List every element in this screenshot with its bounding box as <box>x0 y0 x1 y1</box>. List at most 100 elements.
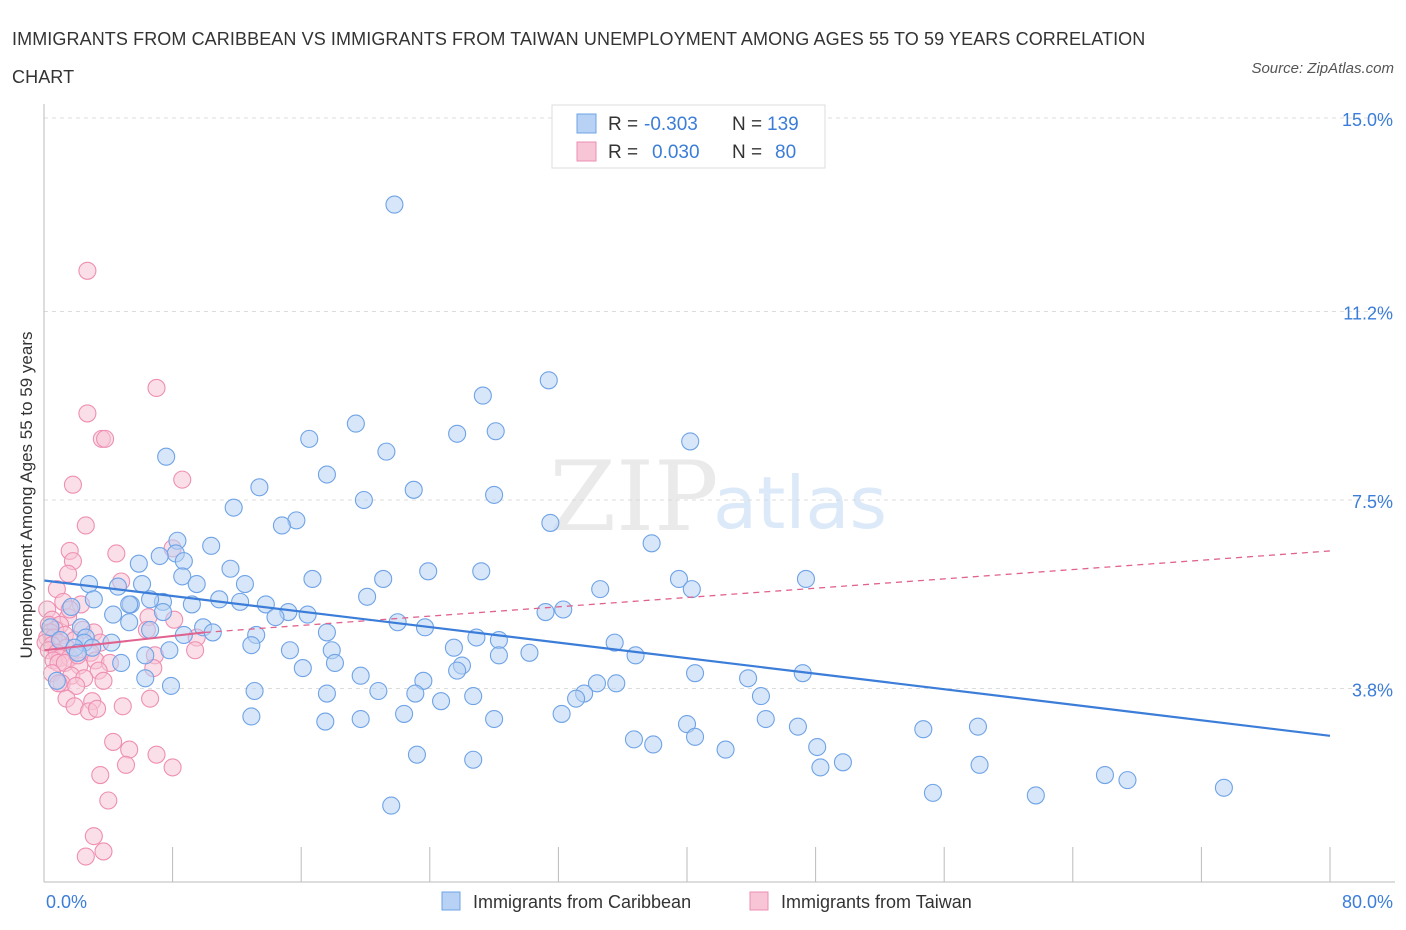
taiwan-point <box>76 516 95 535</box>
caribbean-point <box>788 717 807 736</box>
taiwan-point <box>147 745 166 764</box>
caribbean-point <box>923 783 942 802</box>
caribbean-point <box>358 587 377 606</box>
x-tick-label: 80.0% <box>1342 892 1393 912</box>
watermark-atlas: atlas <box>713 461 887 545</box>
caribbean-point <box>224 498 243 517</box>
taiwan-point <box>59 564 78 583</box>
caribbean-point <box>300 429 319 448</box>
caribbean-point <box>174 552 193 571</box>
caribbean-point <box>716 740 735 759</box>
caribbean-point <box>552 704 571 723</box>
caribbean-point <box>369 681 388 701</box>
caribbean-point <box>108 577 127 596</box>
caribbean-point <box>120 613 139 632</box>
taiwan-point <box>173 470 192 489</box>
caribbean-point <box>404 480 423 499</box>
legend-swatch-taiwan <box>576 141 597 162</box>
caribbean-point <box>432 692 451 711</box>
legend-n-label: N = <box>732 142 762 163</box>
caribbean-point <box>464 750 483 769</box>
caribbean-point <box>406 684 425 703</box>
taiwan-point <box>84 827 103 846</box>
taiwan-point <box>120 740 139 759</box>
caribbean-point <box>250 478 269 497</box>
caribbean-point <box>833 753 852 772</box>
caribbean-point <box>354 490 373 510</box>
caribbean-point <box>520 643 539 662</box>
caribbean-point <box>811 758 830 777</box>
caribbean-point <box>245 681 264 701</box>
caribbean-point <box>448 424 467 443</box>
caribbean-point <box>414 671 433 690</box>
caribbean-point <box>141 620 160 639</box>
x-tick-label: 0.0% <box>46 892 87 912</box>
legend-swatch-caribbean <box>441 891 461 911</box>
caribbean-point <box>970 755 989 774</box>
taiwan-point <box>99 791 118 810</box>
legend-r-value: -0.303 <box>644 114 698 135</box>
caribbean-point <box>796 569 816 588</box>
caribbean-point <box>351 709 370 729</box>
caribbean-point <box>1214 778 1233 797</box>
taiwan-point <box>163 758 182 777</box>
caribbean-point <box>591 580 610 599</box>
chart-source: Source: ZipAtlas.com <box>1251 60 1394 77</box>
caribbean-point <box>298 605 317 624</box>
y-tick-label: 11.2% <box>1343 304 1393 324</box>
series-legend: Immigrants from Caribbean Immigrants fro… <box>441 891 972 912</box>
taiwan-point <box>96 429 115 448</box>
trend-lines <box>43 550 1331 737</box>
taiwan-trend-extension <box>204 550 1331 634</box>
caribbean-point <box>1118 771 1137 790</box>
caribbean-point <box>448 661 467 680</box>
caribbean-point <box>681 432 700 451</box>
taiwan-point <box>78 404 97 423</box>
legend-n-value: 80 <box>775 142 796 163</box>
taiwan-point <box>94 842 113 861</box>
legend-label-taiwan: Immigrants from Taiwan <box>781 892 972 912</box>
taiwan-point <box>91 765 110 785</box>
caribbean-point <box>150 546 169 566</box>
y-tick-label: 15.0% <box>1342 110 1393 130</box>
caribbean-point <box>84 590 103 609</box>
caribbean-point <box>47 671 66 690</box>
caribbean-point <box>316 712 335 731</box>
caribbean-point <box>756 709 775 729</box>
chart-title: IMMIGRANTS FROM CARIBBEAN VS IMMIGRANTS … <box>12 29 1146 87</box>
caribbean-point <box>554 600 573 619</box>
caribbean-point <box>489 646 508 665</box>
caribbean-point <box>444 638 463 657</box>
caribbean-point <box>541 513 560 532</box>
caribbean-point <box>351 666 370 685</box>
taiwan-point <box>107 544 126 563</box>
caribbean-point <box>914 720 933 739</box>
caribbean-point <box>235 574 254 594</box>
caribbean-point <box>120 595 139 614</box>
caribbean-point <box>129 554 148 573</box>
caribbean-point <box>607 674 626 693</box>
caribbean-point <box>682 580 701 599</box>
taiwan-point <box>78 261 97 280</box>
caribbean-point <box>485 709 504 729</box>
caribbean-point <box>407 745 426 764</box>
caribbean-point <box>539 371 558 390</box>
y-tick-label: 3.8% <box>1352 680 1393 700</box>
axes: 0.0% 80.0% <box>43 104 1395 912</box>
caribbean-point <box>272 516 291 535</box>
caribbean-point <box>266 608 285 627</box>
caribbean-point <box>136 646 155 665</box>
caribbean-point <box>473 386 492 405</box>
caribbean-point <box>231 592 250 611</box>
series-caribbean-points <box>41 195 1233 815</box>
caribbean-point <box>112 653 131 673</box>
caribbean-point <box>536 603 555 622</box>
grid-lines: 3.8% 7.5% 11.2% 15.0% <box>44 110 1395 700</box>
caribbean-point <box>624 730 644 749</box>
caribbean-point <box>1095 765 1114 785</box>
caribbean-point <box>242 707 261 726</box>
caribbean-point <box>382 796 401 815</box>
legend-r-label: R = <box>608 142 638 163</box>
caribbean-point <box>472 562 491 581</box>
